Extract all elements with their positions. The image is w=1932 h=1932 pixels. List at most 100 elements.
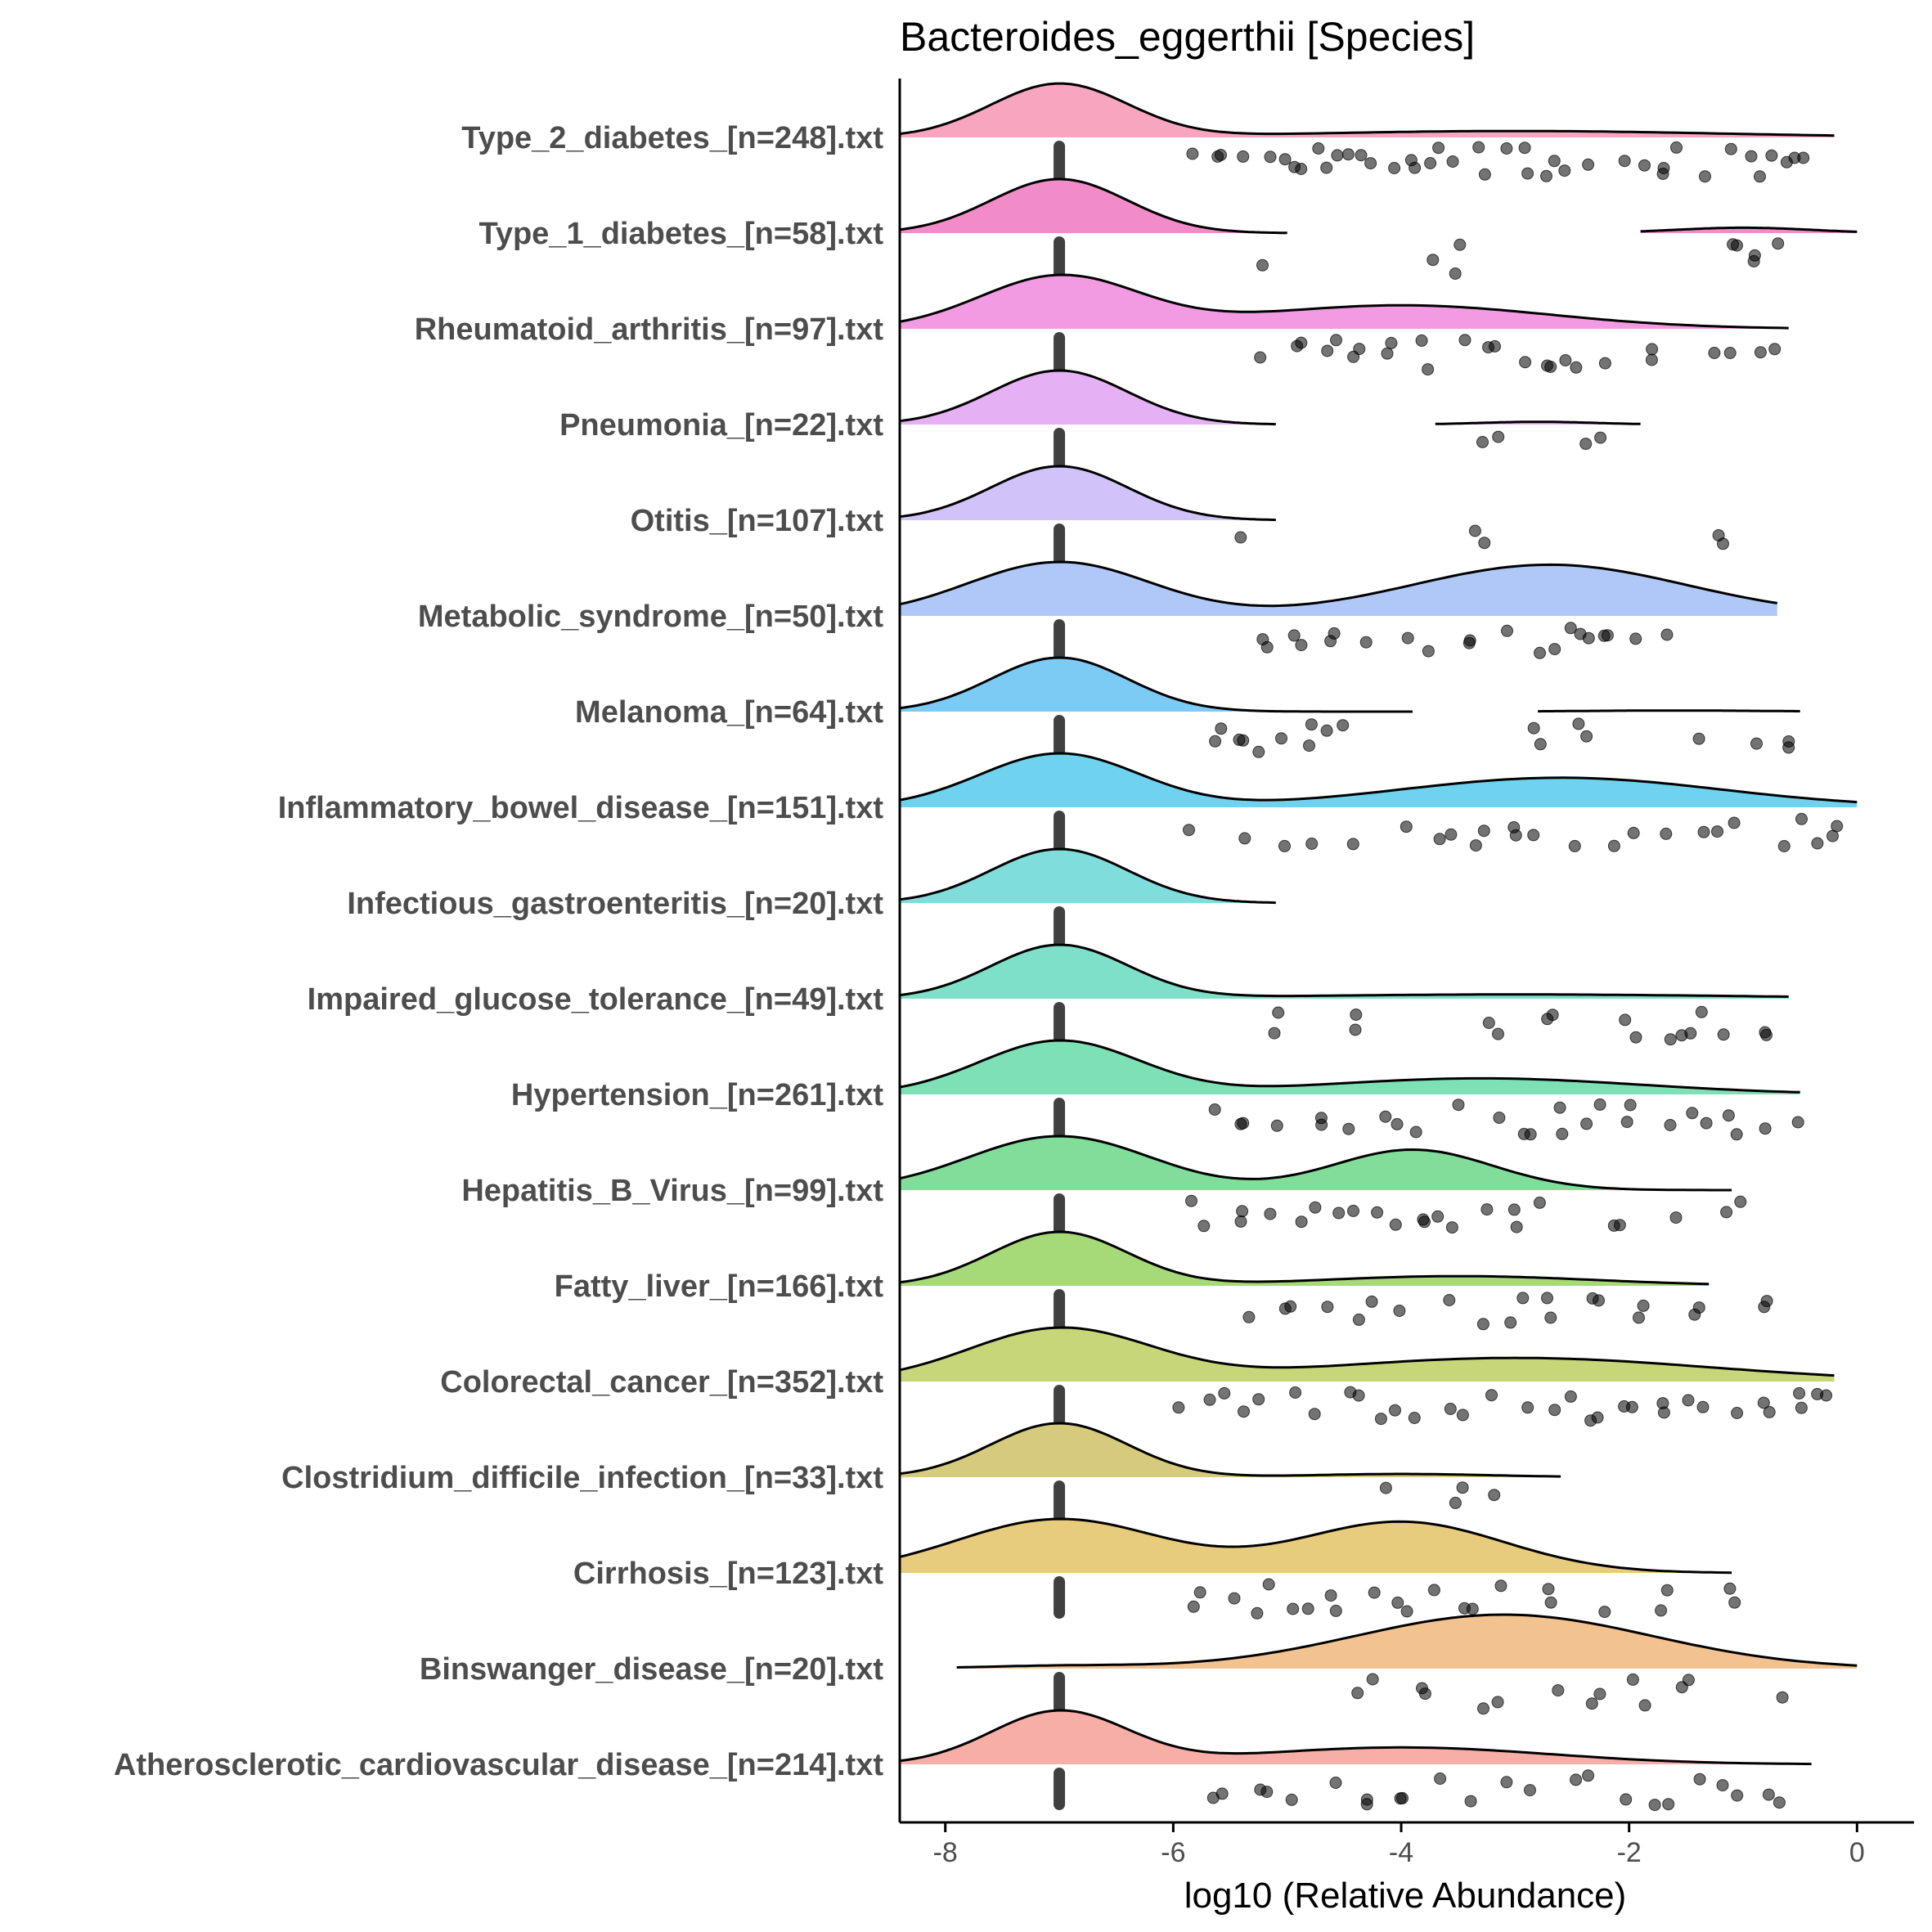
zero-cluster [1054,1672,1066,1714]
data-point [1656,168,1669,180]
data-point [1692,1301,1705,1314]
data-point [1601,629,1614,642]
data-point [1482,1017,1495,1029]
data-point [1564,1390,1577,1403]
data-point [1379,1481,1392,1494]
data-point [1208,1103,1221,1116]
data-point [1570,361,1583,374]
data-point [1285,1793,1298,1806]
data-point [1772,1796,1786,1809]
data-point [1660,1584,1674,1597]
data-point [1458,334,1471,347]
data-point [1638,1699,1651,1712]
ridge-outline [956,1613,1858,1669]
data-point [1620,1793,1633,1806]
data-point [1477,824,1490,838]
data-point [1476,1318,1489,1331]
ridge-group [899,656,1800,758]
data-point [1548,1404,1561,1417]
y-tick-label: Impaired_glucose_tolerance_[n=49].txt [308,982,884,1017]
data-point [1580,730,1593,743]
data-point [1360,1798,1373,1811]
y-tick-label: Cirrhosis_[n=123].txt [573,1557,883,1591]
data-point [1278,839,1291,852]
data-point [1254,351,1267,364]
x-axis-ticks: -8 -6 -4 -2 0 [933,1822,1865,1868]
data-point [1264,151,1277,164]
data-point [1727,238,1740,251]
data-point [1510,1220,1523,1233]
ridge-outline [899,943,1789,998]
data-point [1452,1099,1465,1112]
ridge-outline [1640,226,1858,233]
data-point [1699,170,1711,183]
data-point [1760,1028,1772,1041]
ridge-outline [899,1517,1732,1575]
data-point [1393,1305,1406,1317]
data-point [1456,1481,1469,1494]
data-point [1432,142,1445,155]
data-point [1582,1769,1595,1782]
data-point [1660,628,1674,641]
data-point [1660,827,1673,840]
zero-cluster [1054,1480,1066,1523]
ridges-layer [899,82,1858,1812]
data-point [1682,1674,1695,1687]
data-point [1193,1586,1206,1599]
data-point [1585,1697,1598,1710]
data-point [1287,629,1301,642]
data-point [1559,354,1572,366]
ridge-fill [900,371,1276,425]
data-point [1183,824,1195,837]
ridge-fill [900,1423,1561,1477]
zero-cluster [1054,523,1066,566]
zero-cluster [1054,1193,1066,1236]
data-point [1347,1204,1359,1217]
data-point [1385,336,1398,349]
data-point [1607,839,1620,852]
data-point [1723,347,1737,359]
y-tick-label: Type_1_diabetes_[n=58].txt [479,217,883,251]
ridge-outline [899,656,1413,713]
ridge-group [899,465,1729,566]
data-point [1521,1401,1534,1414]
data-point [1540,169,1552,182]
data-point [1433,833,1446,846]
data-point [1401,631,1414,645]
data-point [1793,1386,1806,1400]
data-point [1238,1405,1250,1418]
data-point [1731,1789,1744,1802]
data-point [1488,1489,1501,1502]
data-point [1633,1311,1645,1324]
ridge-fill [900,1040,1800,1094]
data-point [1556,1127,1569,1140]
data-point [1418,1215,1431,1229]
data-point [1620,1116,1633,1129]
data-point [1645,353,1658,366]
data-point [1270,1119,1283,1132]
data-point [1776,1691,1789,1704]
data-point [1826,829,1839,842]
data-point [1716,1779,1729,1792]
data-point [1331,149,1344,162]
data-point [1722,1109,1735,1122]
ridge-group [899,1230,1773,1332]
data-point [1346,838,1359,851]
y-tick-label: Hepatitis_B_Virus_[n=99].txt [461,1174,883,1208]
x-tick-label: -2 [1617,1837,1642,1868]
data-point [1598,357,1611,370]
zero-cluster [1054,811,1066,853]
data-point [1389,1404,1401,1417]
data-point [1218,1386,1231,1400]
data-point [1518,142,1531,155]
data-point [1768,343,1781,356]
data-point [1209,735,1222,748]
data-point [1593,1098,1606,1111]
data-point [1251,1606,1264,1620]
data-point [1352,1389,1365,1402]
data-point [1759,1122,1772,1135]
data-point [1295,639,1308,652]
data-point [1305,718,1318,731]
data-point [1329,1604,1342,1617]
